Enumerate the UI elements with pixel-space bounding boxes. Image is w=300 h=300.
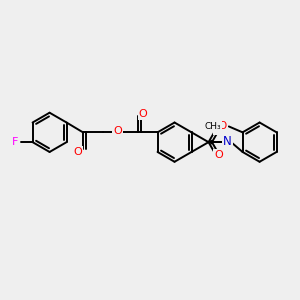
Text: O: O xyxy=(113,126,122,136)
Text: O: O xyxy=(214,150,223,160)
Text: O: O xyxy=(214,124,223,134)
Text: O: O xyxy=(138,109,147,119)
Text: N: N xyxy=(223,135,232,148)
Text: O: O xyxy=(219,122,227,131)
Text: CH₃: CH₃ xyxy=(205,122,221,131)
Text: O: O xyxy=(74,147,82,157)
Text: F: F xyxy=(12,137,18,147)
